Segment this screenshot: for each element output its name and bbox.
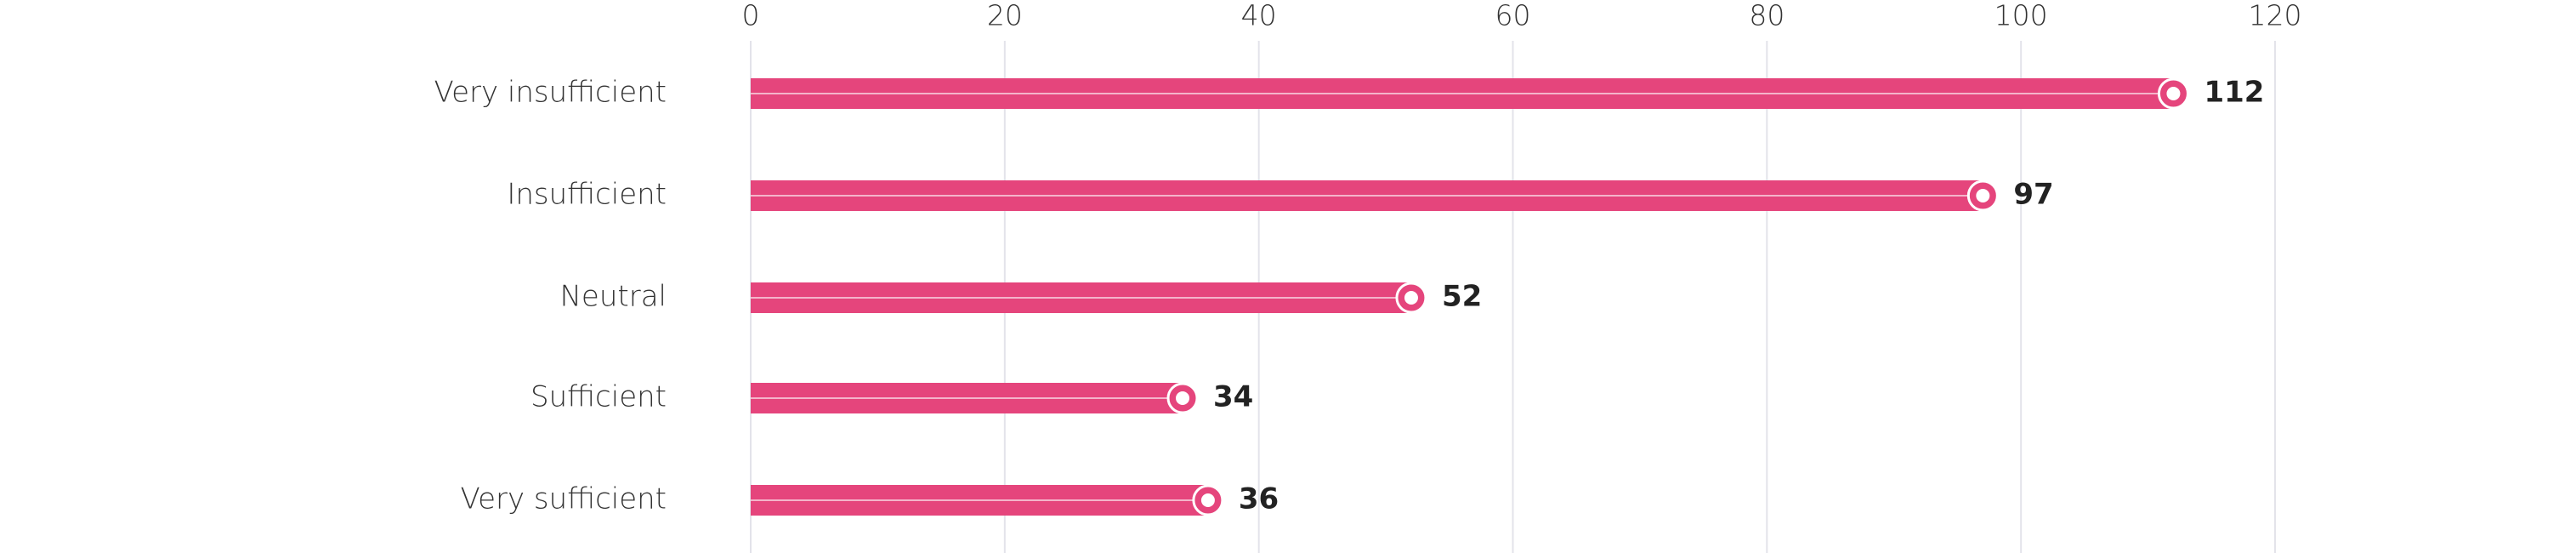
value-label: 97 [2013, 178, 2053, 212]
x-tick-label: 80 [1749, 0, 1784, 32]
bar-end-dot [1176, 391, 1190, 405]
y-tick-label: Very insufficient [434, 76, 667, 110]
y-tick-label: Very sufficient [460, 482, 667, 516]
value-label: 36 [1239, 482, 1279, 516]
x-tick-label: 120 [2249, 0, 2302, 32]
y-tick-label: Insufficient [507, 178, 667, 212]
value-label: 34 [1213, 380, 1253, 414]
value-label: 112 [2204, 76, 2264, 110]
x-tick-label: 20 [987, 0, 1023, 32]
y-tick-label: Sufficient [531, 380, 667, 414]
bar-end-dot [1976, 189, 1990, 202]
value-label: 52 [1442, 280, 1482, 314]
x-tick-label: 60 [1495, 0, 1531, 32]
bar-end-dot [1404, 291, 1418, 305]
y-tick-label: Neutral [560, 280, 667, 314]
x-tick-label: 40 [1241, 0, 1277, 32]
x-tick-label: 0 [742, 0, 760, 32]
x-tick-label: 100 [1994, 0, 2048, 32]
bar-end-dot [1200, 493, 1215, 507]
bar-end-dot [2166, 87, 2181, 100]
